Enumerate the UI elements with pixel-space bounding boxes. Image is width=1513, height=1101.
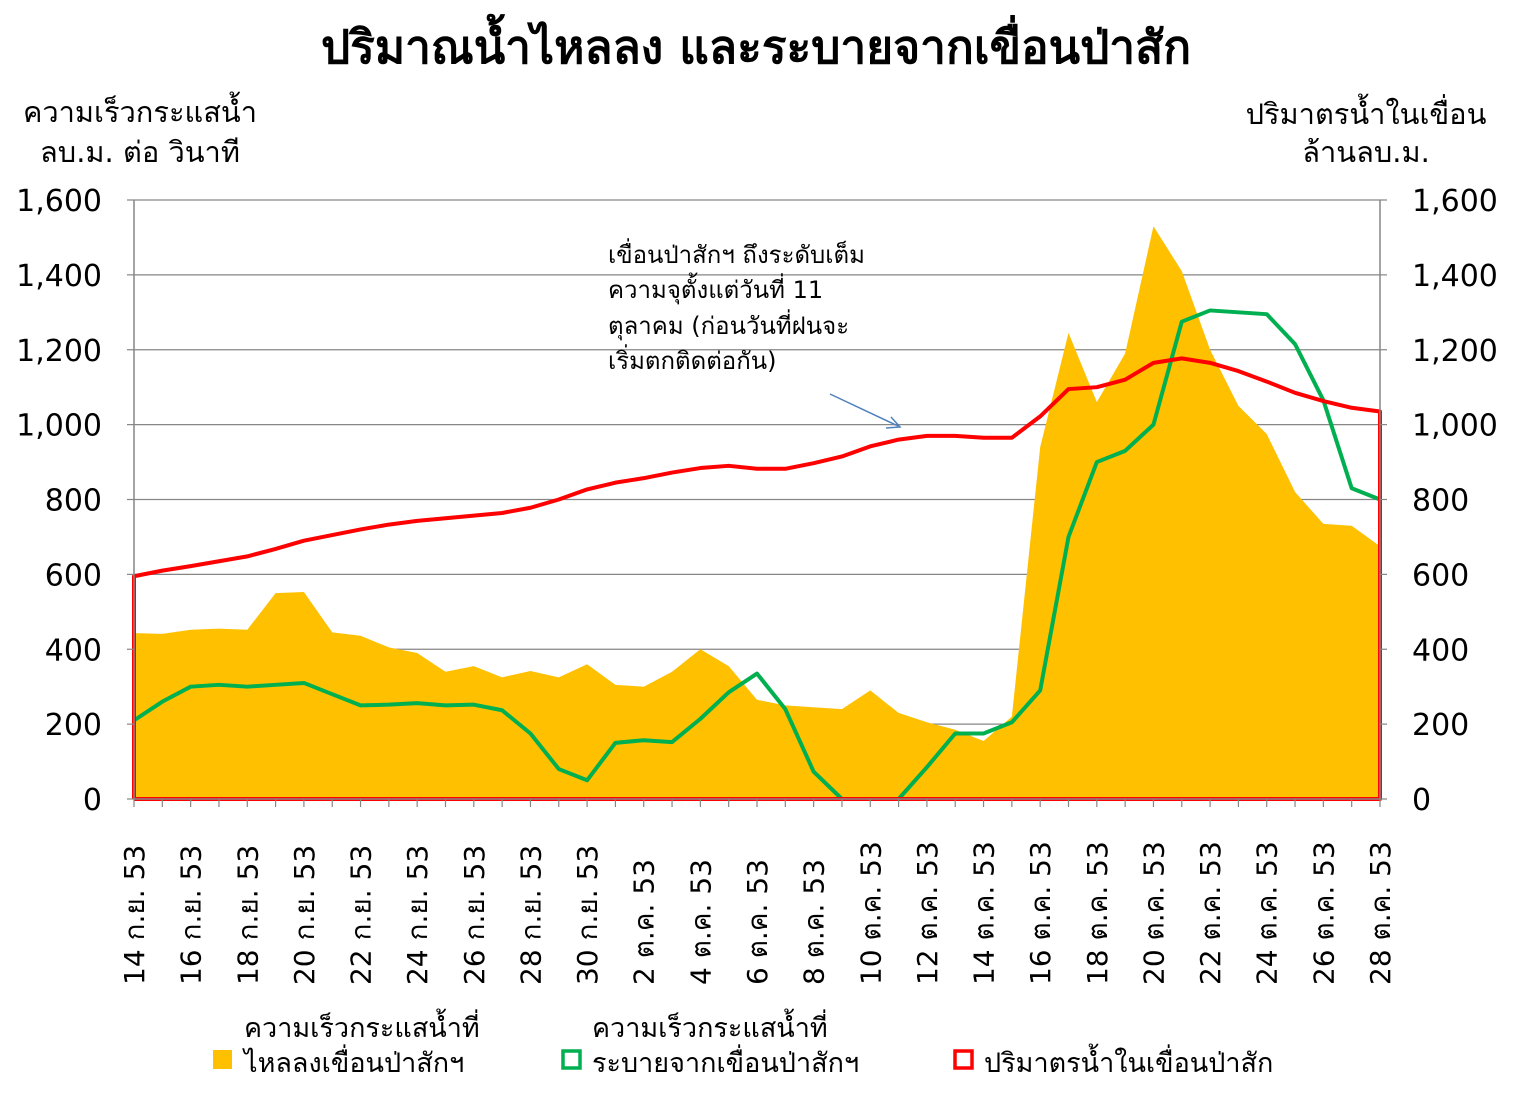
right-axis-title-line-1: ปริมาตรน้ำในเขื่อน	[1246, 93, 1487, 131]
x-tick-label: 30 ก.ย. 53	[571, 845, 604, 985]
x-tick-label: 12 ต.ค. 53	[911, 841, 944, 985]
inflow-area	[134, 226, 1380, 800]
annotation-line-2: ความจุตั้งแต่วันที่ 11	[608, 272, 823, 305]
legend-label-inflow-line-1: ความเร็วกระแสน้ำที่	[244, 1008, 480, 1044]
chart-title: ปริมาณน้ำไหลลง และระบายจากเขื่อนป่าสัก	[321, 13, 1191, 74]
x-tick-label: 4 ต.ค. 53	[684, 859, 717, 985]
legend: ความเร็วกระแสน้ำที่ ไหลลงเขื่อนป่าสักฯ ค…	[213, 1008, 1273, 1079]
axes	[127, 199, 1387, 807]
x-tick-label: 18 ก.ย. 53	[231, 845, 264, 985]
y-right-tick-label: 0	[1412, 783, 1431, 818]
left-axis-title-line-1: ความเร็วกระแสน้ำ	[23, 91, 257, 129]
annotation-line-4: เริ่มตกติดต่อกัน)	[608, 344, 777, 375]
y-left-tick-label: 1,000	[16, 409, 102, 444]
x-tick-label: 26 ก.ย. 53	[458, 845, 491, 985]
y-left-tick-label: 0	[83, 783, 102, 818]
legend-swatch-volume	[953, 1049, 974, 1070]
legend-label-volume: ปริมาตรน้ำในเขื่อนป่าสัก	[984, 1043, 1273, 1079]
x-tick-label: 16 ก.ย. 53	[175, 845, 208, 985]
x-tick-label: 26 ต.ค. 53	[1307, 841, 1340, 985]
y-right-tick-label: 1,000	[1412, 409, 1498, 444]
outflow-line	[132, 308, 1381, 801]
annotation-arrow	[829, 393, 899, 427]
left-axis-title-line-2: ลบ.ม. ต่อ วินาที	[40, 135, 240, 169]
x-tick-label: 14 ก.ย. 53	[118, 845, 151, 985]
x-tick-labels: 14 ก.ย. 53 16 ก.ย. 53 18 ก.ย. 53 20 ก.ย. 53…	[118, 841, 1397, 985]
y-left-tick-label: 800	[45, 484, 102, 519]
y-left-tick-label: 1,400	[16, 259, 102, 294]
legend-label-outflow-line-1: ความเร็วกระแสน้ำที่	[592, 1008, 828, 1044]
y-right-tick-label: 1,200	[1412, 334, 1498, 369]
x-tick-label: 24 ก.ย. 53	[401, 845, 434, 985]
legend-label-inflow-line-2: ไหลลงเขื่อนป่าสักฯ	[242, 1044, 464, 1079]
legend-label-outflow-line-2: ระบายจากเขื่อนป่าสักฯ	[592, 1044, 859, 1079]
y-left-tick-label: 600	[45, 558, 102, 593]
y-left-tick-label: 1,200	[16, 334, 102, 369]
y-right-tick-label: 1,600	[1412, 184, 1498, 219]
x-tick-label: 22 ต.ค. 53	[1194, 841, 1227, 985]
y-right-tick-label: 600	[1412, 558, 1469, 593]
y-right-tick-label: 1,400	[1412, 259, 1498, 294]
y-tick-labels: 0 0 200 200 400 400 600 600 800 800 1,000 1,000 1,20…	[16, 184, 1498, 818]
annotation-arrowhead	[885, 416, 902, 429]
x-tick-label: 20 ต.ค. 53	[1137, 841, 1170, 985]
x-tick-label: 28 ก.ย. 53	[514, 845, 547, 985]
right-axis-title-line-2: ล้านลบ.ม.	[1302, 135, 1430, 169]
annotation-line-3: ตุลาคม (ก่อนวันที่ฝนจะ	[608, 309, 849, 341]
x-tick-label: 6 ต.ค. 53	[741, 859, 774, 985]
annotation-line-1: เขื่อนป่าสักฯ ถึงระดับเต็ม	[608, 238, 865, 269]
x-tick-label: 24 ต.ค. 53	[1251, 841, 1284, 985]
legend-swatch-inflow	[213, 1050, 232, 1069]
x-tick-label: 8 ต.ค. 53	[798, 859, 831, 985]
y-left-tick-label: 400	[45, 633, 102, 668]
y-right-tick-label: 800	[1412, 484, 1469, 519]
y-right-tick-label: 200	[1412, 708, 1469, 743]
x-tick-label: 14 ต.ค. 53	[968, 841, 1001, 985]
legend-swatch-outflow	[561, 1049, 582, 1070]
y-right-tick-label: 400	[1412, 633, 1469, 668]
x-tick-label: 16 ต.ค. 53	[1024, 841, 1057, 985]
volume-line	[132, 356, 1382, 801]
x-tick-label: 18 ต.ค. 53	[1081, 841, 1114, 985]
x-tick-label: 28 ต.ค. 53	[1364, 841, 1397, 985]
y-left-tick-label: 1,600	[16, 184, 102, 219]
x-tick-label: 10 ต.ค. 53	[854, 841, 887, 985]
y-left-tick-label: 200	[45, 708, 102, 743]
x-tick-label: 22 ก.ย. 53	[345, 845, 378, 985]
annotation: เขื่อนป่าสักฯ ถึงระดับเต็ม ความจุตั้งแต่…	[608, 238, 902, 429]
x-tick-label: 20 ก.ย. 53	[288, 845, 321, 985]
x-tick-label: 2 ต.ค. 53	[628, 859, 661, 985]
